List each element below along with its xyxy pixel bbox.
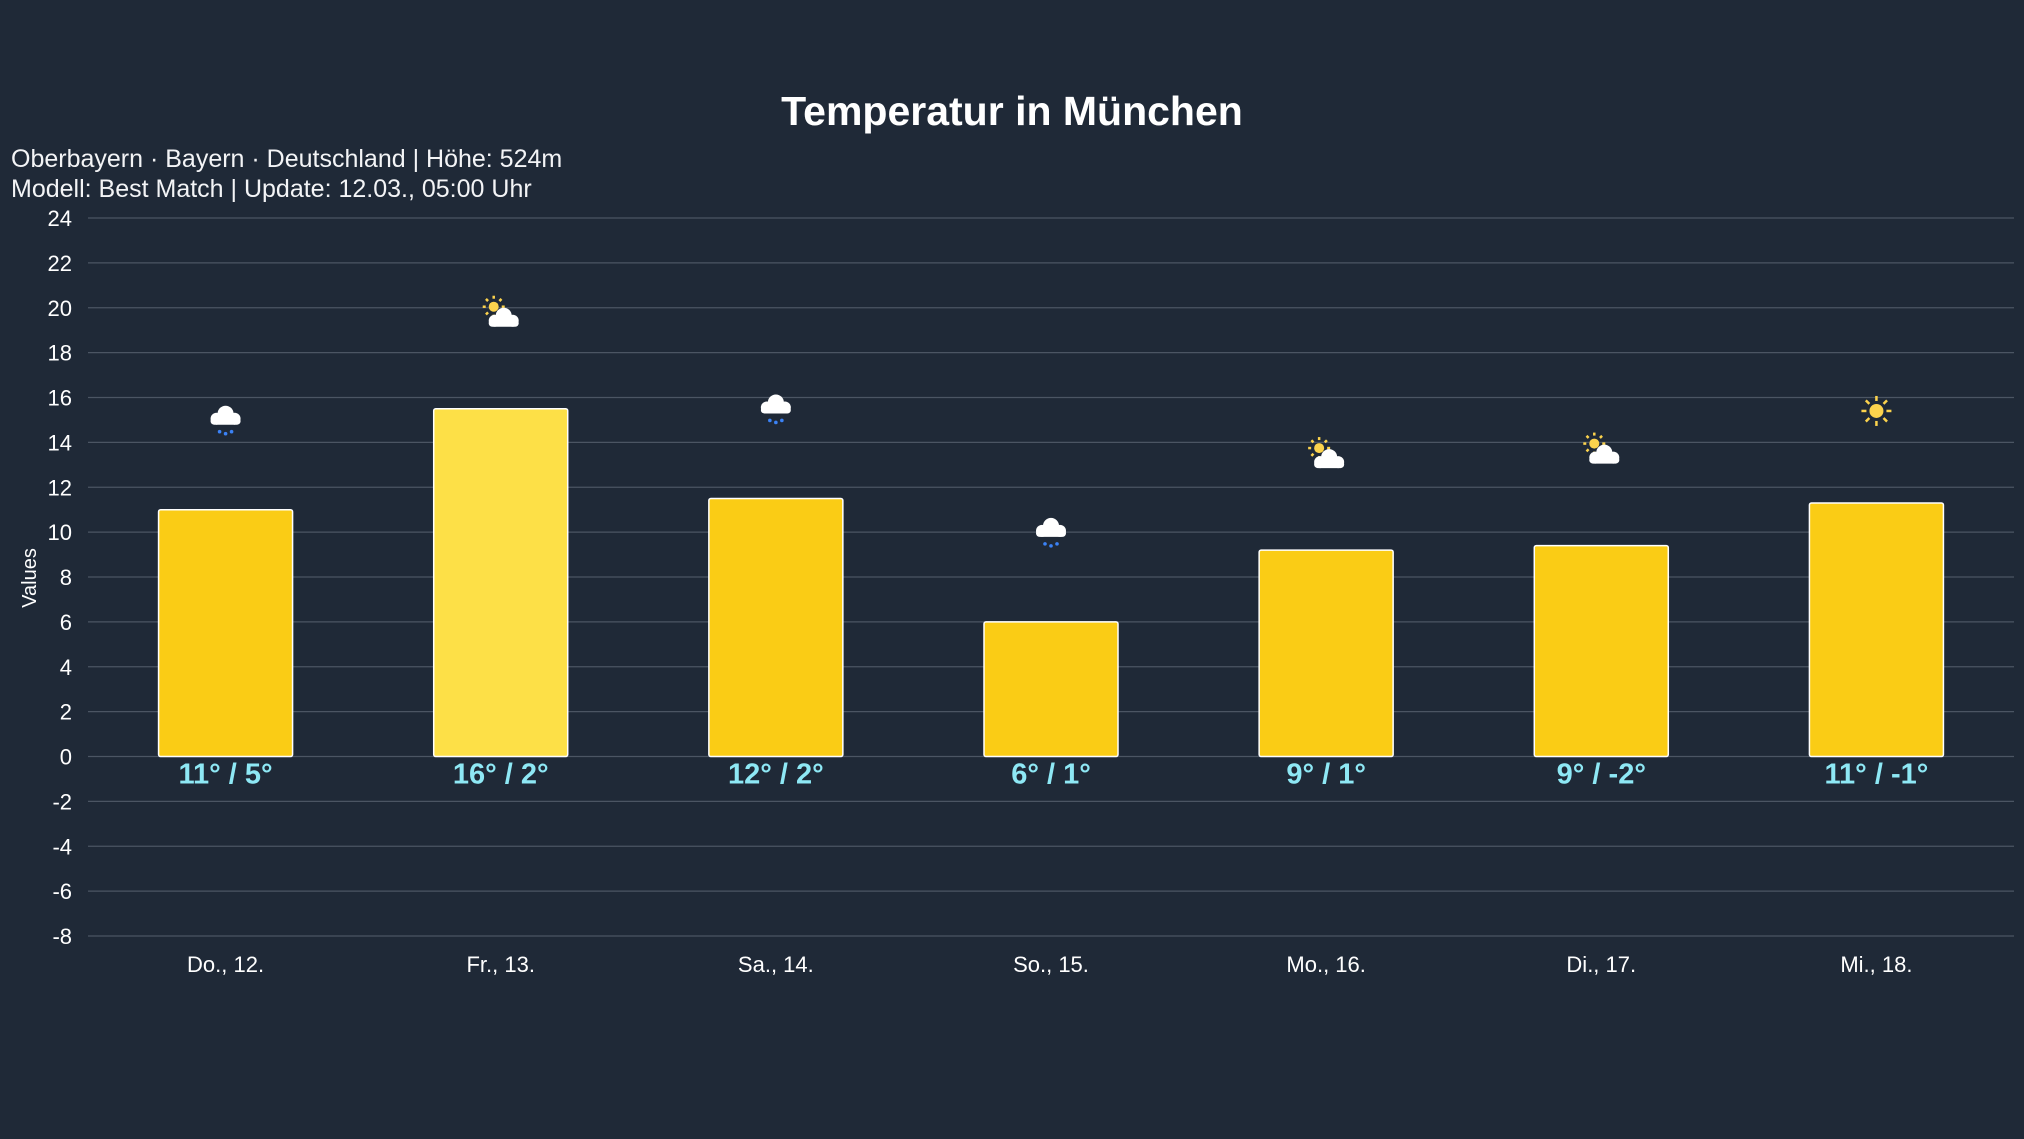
y-tick-label: -2: [52, 789, 72, 814]
bar: [1533, 544, 1670, 758]
y-tick-label: -4: [52, 834, 72, 859]
y-axis-label: Values: [19, 548, 41, 608]
x-tick-label: So., 15.: [1013, 952, 1089, 977]
drizzle-drop: [217, 429, 222, 434]
y-tick-label: 0: [60, 745, 72, 770]
y-tick-label: 18: [48, 341, 72, 366]
bar: [983, 621, 1119, 758]
sun-ray: [1585, 448, 1590, 453]
x-tick-label: Fr., 13.: [466, 952, 534, 977]
y-tick-label: 14: [48, 430, 72, 455]
x-tick-label: Sa., 14.: [738, 952, 814, 977]
sun-ray: [1864, 417, 1871, 423]
sun-ray: [1310, 439, 1315, 444]
sun-disc: [1589, 438, 1600, 449]
bars: [157, 407, 1945, 758]
bar: [708, 497, 844, 758]
data-label: 12° / 2°: [728, 759, 824, 791]
bar: [157, 508, 294, 758]
cloud-part: [210, 417, 241, 425]
y-tick-label: 8: [60, 565, 72, 590]
y-tick-label: -6: [52, 879, 72, 904]
sun-ray: [1585, 434, 1590, 439]
cloud-drizzle-icon: [760, 394, 791, 425]
y-tick-label: 20: [48, 296, 72, 321]
x-tick-label: Mi., 18.: [1840, 952, 1912, 977]
data-label: 9° / -2°: [1557, 759, 1646, 791]
sun-ray: [1864, 399, 1871, 405]
cloud-drizzle-icon: [210, 405, 241, 436]
cloud-part: [760, 406, 791, 414]
sun-disc: [1869, 403, 1884, 418]
x-tick-label: Di., 17.: [1566, 952, 1636, 977]
chart-title: Temperatur in München: [781, 88, 1243, 134]
drizzle-drop: [768, 418, 772, 423]
data-label: 6° / 1°: [1011, 759, 1091, 791]
sun-ray: [1882, 399, 1888, 405]
bar: [1258, 549, 1394, 758]
y-tick-label: 12: [48, 475, 72, 500]
sun-ray: [485, 311, 489, 316]
x-tick-label: Mo., 16.: [1286, 952, 1365, 977]
weather-icons: [210, 295, 1892, 548]
location-subtitle: Oberbayern · Bayern · Deutschland | Höhe…: [11, 145, 563, 173]
sun-behind-cloud-icon: [482, 295, 519, 327]
x-axis-ticks: Do., 12. Fr., 13. Sa., 14. So., 15. Mo., 16.…: [187, 952, 1912, 977]
drizzle-drop: [1049, 544, 1053, 548]
y-tick-label: 2: [60, 700, 72, 725]
cloud-part: [1036, 529, 1066, 537]
grid-lines: [88, 217, 2014, 937]
sun-ray: [485, 298, 489, 302]
y-tick-label: 16: [48, 386, 72, 411]
sun-ray: [1310, 452, 1315, 457]
cloud-drizzle-icon: [1036, 517, 1066, 548]
drizzle-drop: [780, 418, 784, 423]
sun-disc: [1314, 443, 1325, 454]
sun-behind-cloud-icon: [1308, 437, 1345, 469]
drizzle-drop: [223, 431, 228, 436]
data-label: 11° / -1°: [1825, 759, 1929, 791]
data-label: 11° / 5°: [178, 759, 272, 791]
drizzle-drop: [1055, 542, 1059, 546]
x-tick-label: Do., 12.: [187, 952, 264, 977]
sun-ray: [1882, 417, 1888, 423]
sun-ray: [1323, 439, 1328, 444]
sun-icon: [1861, 395, 1892, 426]
y-tick-label: 4: [60, 655, 72, 680]
y-tick-label: 6: [60, 610, 72, 635]
cloud-part: [488, 319, 519, 327]
drizzle-drop: [774, 420, 778, 425]
y-tick-label: 22: [48, 251, 72, 276]
sun-disc: [488, 301, 499, 312]
y-tick-label: 10: [48, 520, 72, 545]
data-labels: 11° / 5° 16° / 2° 12° / 2° 6° / 1° 9° / 1° 9°…: [178, 759, 1928, 791]
cloud-part: [1314, 461, 1345, 469]
y-tick-label: 24: [48, 206, 72, 231]
drizzle-drop: [1043, 542, 1047, 546]
drizzle-drop: [229, 429, 234, 434]
y-tick-label: -8: [52, 924, 72, 949]
sun-ray: [498, 298, 503, 302]
data-label: 16° / 2°: [453, 759, 549, 791]
data-label: 9° / 1°: [1286, 759, 1366, 791]
model-subtitle: Modell: Best Match | Update: 12.03., 05:…: [11, 175, 532, 203]
cloud-part: [1589, 456, 1620, 464]
bar: [1808, 502, 1945, 758]
bar: [432, 407, 569, 758]
sun-behind-cloud-icon: [1583, 432, 1620, 464]
sun-ray: [1599, 434, 1603, 439]
